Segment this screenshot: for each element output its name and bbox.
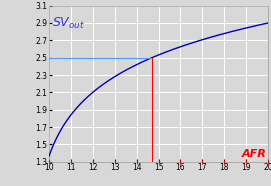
Text: $SV_{out}$: $SV_{out}$ (52, 16, 85, 31)
Text: AFR: AFR (241, 149, 266, 159)
